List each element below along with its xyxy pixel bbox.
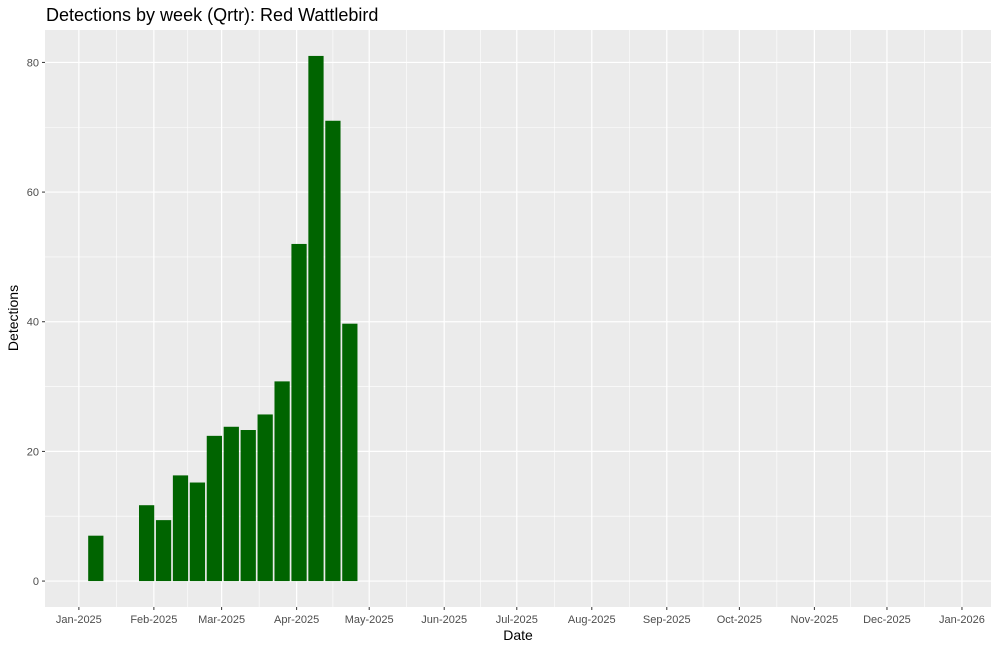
x-axis-title: Date (503, 627, 533, 643)
bar (342, 323, 358, 582)
x-tick-label: Aug-2025 (568, 614, 616, 626)
bar (325, 120, 341, 582)
chart-title: Detections by week (Qrtr): Red Wattlebir… (46, 5, 378, 25)
x-tick-label: Jan-2026 (939, 614, 985, 626)
y-tick-label: 0 (33, 576, 39, 588)
x-tick-label: Apr-2025 (274, 614, 319, 626)
x-tick-label: Jan-2025 (56, 614, 102, 626)
x-tick-label: Mar-2025 (198, 614, 245, 626)
x-tick-label: Nov-2025 (791, 614, 839, 626)
y-axis-title: Detections (5, 285, 21, 351)
x-tick-label: Feb-2025 (130, 614, 177, 626)
y-tick-label: 60 (27, 187, 39, 199)
bar (291, 243, 307, 582)
x-tick-label: Dec-2025 (863, 614, 911, 626)
bar (88, 535, 104, 582)
y-tick-label: 40 (27, 317, 39, 329)
bar (274, 381, 290, 582)
y-axis: 0 20 40 60 80 (27, 57, 45, 588)
x-axis: Jan-2025 Feb-2025 Mar-2025 Apr-2025 May-2025… (56, 607, 985, 626)
x-tick-label: Jun-2025 (421, 614, 467, 626)
bar (138, 505, 155, 582)
bar (155, 520, 172, 582)
bar (257, 414, 273, 582)
x-tick-label: Oct-2025 (717, 614, 762, 626)
bar-series (88, 55, 358, 582)
y-tick-label: 20 (27, 446, 39, 458)
bar (240, 430, 256, 582)
bar (223, 426, 239, 582)
bar (189, 482, 206, 582)
x-tick-label: May-2025 (345, 614, 394, 626)
x-tick-label: Sep-2025 (643, 614, 691, 626)
bar (172, 475, 189, 582)
bar (308, 55, 324, 582)
x-tick-label: Jul-2025 (496, 614, 538, 626)
major-gridlines (45, 30, 991, 607)
bar (206, 435, 222, 582)
y-tick-label: 80 (27, 57, 39, 69)
